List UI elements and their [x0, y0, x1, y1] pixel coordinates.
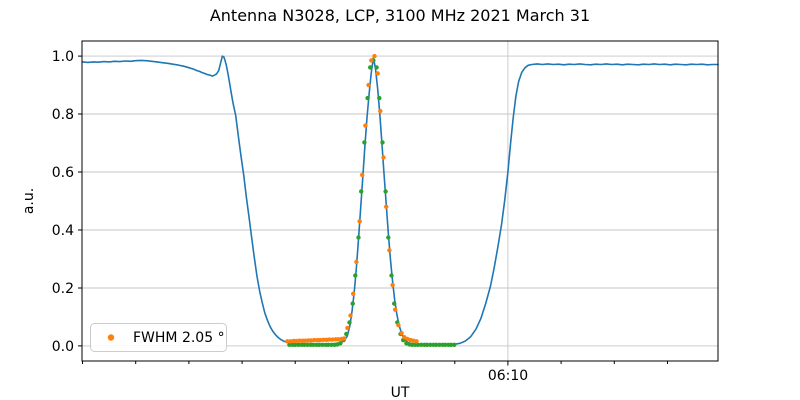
legend-label-fwhm: FWHM 2.05 °: [133, 330, 225, 346]
gaussian-fit-samples-point: [353, 273, 358, 278]
measured-samples-point: [399, 331, 404, 336]
gaussian-fit-samples-point: [452, 342, 457, 347]
measured-samples-point: [375, 71, 380, 76]
gaussian-fit-samples-point: [437, 342, 442, 347]
gaussian-fit-samples-point: [365, 95, 370, 101]
y-tick-label: 0.8: [52, 107, 74, 123]
gaussian-fit-samples-point: [362, 140, 367, 145]
measured-samples-point: [414, 339, 419, 344]
x-major-tick-label: 06:10: [488, 368, 528, 384]
gaussian-fit-samples-point: [386, 235, 391, 240]
gaussian-fit-samples-point: [320, 342, 325, 347]
gaussian-fit-samples-point: [410, 342, 415, 347]
gaussian-fit-samples-point: [329, 342, 334, 347]
measured-samples-point: [303, 338, 308, 343]
measured-samples-point: [297, 338, 302, 343]
measured-samples-point: [312, 337, 317, 343]
gaussian-fit-samples-point: [383, 189, 388, 194]
measured-samples-point: [393, 307, 398, 312]
legend-marker-fwhm: [107, 334, 115, 341]
chart-title: Antenna N3028, LCP, 3100 MHz 2021 March …: [210, 6, 590, 25]
gaussian-fit-samples-point: [415, 342, 421, 347]
measured-samples-point: [381, 155, 386, 160]
gaussian-fit-samples-point: [392, 301, 397, 306]
gaussian-fit-samples-point: [287, 342, 292, 347]
measured-samples-point: [390, 282, 395, 288]
gaussian-fit-samples-point: [448, 342, 454, 347]
measured-samples-point: [294, 338, 299, 344]
y-tick-label: 0.2: [52, 281, 74, 297]
measured-samples-point: [384, 204, 389, 209]
gaussian-fit-samples-point: [389, 273, 394, 278]
gaussian-fit-samples-point: [356, 235, 361, 240]
measured-samples-point: [348, 313, 353, 318]
measured-samples-point: [351, 291, 356, 296]
measured-samples-point: [387, 248, 392, 253]
legend-box: [90, 323, 227, 352]
gaussian-fit-samples-point: [338, 341, 343, 346]
measured-samples-point: [330, 337, 335, 342]
gaussian-fit-samples-point: [296, 342, 301, 347]
measured-samples-point: [372, 53, 377, 59]
measured-samples-point: [309, 338, 314, 343]
measured-samples-point: [354, 259, 359, 265]
measured-samples-point: [321, 337, 326, 342]
measured-samples-point: [327, 337, 332, 342]
measured-samples-point: [369, 58, 374, 63]
x-axis-label: UT: [391, 385, 410, 400]
gaussian-fit-samples-point: [302, 342, 307, 347]
gaussian-fit-samples-point: [350, 301, 355, 306]
gaussian-fit-samples-point: [347, 320, 352, 325]
y-tick-label: 1.0: [52, 49, 74, 65]
gaussian-fit-samples-point: [293, 342, 298, 347]
gaussian-fit-samples-point: [317, 342, 322, 347]
plot-area: 0.0 0.2 0.4 0.6 0.8 1.0: [52, 41, 719, 366]
gaussian-fit-samples-point: [434, 342, 439, 347]
measured-samples-point: [345, 325, 350, 331]
measured-samples-point: [357, 219, 362, 224]
y-axis-label: a.u.: [21, 188, 37, 214]
gaussian-fit-samples-point: [419, 342, 424, 347]
y-tick-label: 0.4: [52, 223, 74, 239]
measured-samples-point: [360, 172, 365, 178]
y-tick-label: 0.0: [52, 339, 74, 355]
axes-border: [81, 40, 719, 362]
measured-samples-point: [318, 337, 323, 343]
gaussian-fit-samples-point: [428, 342, 433, 347]
gaussian-fit-samples-point: [305, 342, 310, 347]
gaussian-fit-samples-point: [359, 189, 364, 194]
legend: FWHM 2.05 °: [90, 323, 227, 352]
measured-samples-point: [336, 337, 341, 342]
measured-samples-point: [363, 123, 368, 128]
measured-samples-point: [396, 322, 401, 328]
gaussian-fit-samples-point: [424, 342, 430, 347]
measured-samples-point: [378, 108, 383, 114]
gaussian-fit-samples-point: [368, 65, 373, 70]
gaussian-fit-samples-point: [326, 342, 331, 347]
gaussian-fit-samples-point: [311, 342, 316, 347]
measured-samples-point: [342, 336, 347, 341]
y-tick-label: 0.6: [52, 165, 74, 181]
gaussian-fit-samples-point: [443, 342, 448, 347]
measured-samples-point: [366, 82, 371, 88]
gaussian-fit-samples-point: [344, 331, 349, 337]
measured-samples-point: [285, 339, 290, 344]
drift-scan-signal-trace: [81, 55, 719, 346]
gaussian-fit-samples-point: [380, 140, 385, 145]
gaussian-fit-samples-point: [374, 65, 379, 70]
gaussian-fit-samples-point: [377, 95, 382, 101]
